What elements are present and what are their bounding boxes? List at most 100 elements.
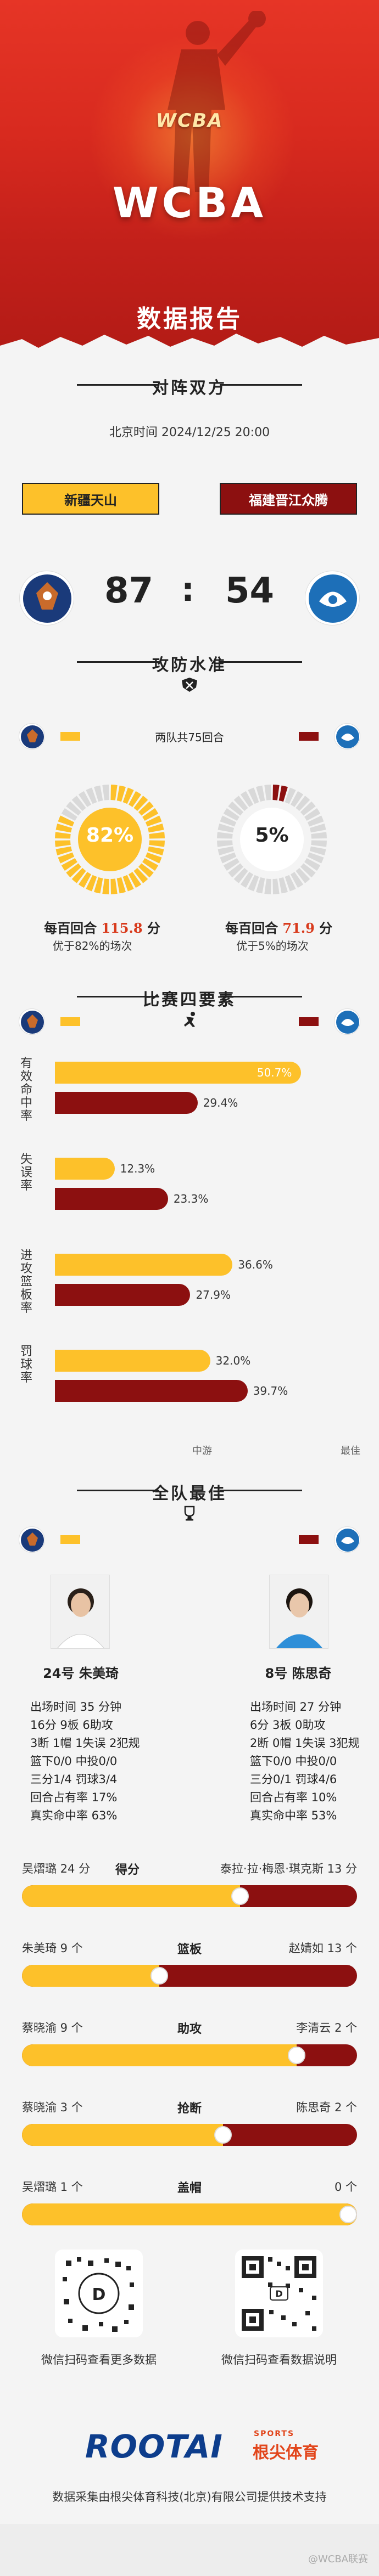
home-team-badge: 新疆天山 xyxy=(22,483,159,515)
donut-segment xyxy=(66,863,82,878)
player-stat-line: 出场时间 27 分钟 xyxy=(250,1700,342,1713)
donut-segment xyxy=(55,832,71,839)
compare-right-leader: 泰拉·拉·梅恩·琪克斯 13 分 xyxy=(220,1862,357,1875)
qr-code-data-explain[interactable]: D xyxy=(235,2250,323,2337)
away-factor-value: 27.9% xyxy=(196,1288,231,1301)
offense-legend: 两队共75回合 xyxy=(22,720,357,753)
svg-text:D: D xyxy=(275,2288,282,2299)
donut-segment xyxy=(240,872,254,888)
home-pace-sub: 优于82%的场次 xyxy=(53,939,132,952)
donut-segment xyxy=(290,872,304,888)
donut-segment xyxy=(122,875,134,892)
donut-segment xyxy=(128,872,142,888)
best-legend xyxy=(22,1523,357,1556)
donut-segment xyxy=(304,858,321,871)
donut-segment xyxy=(223,808,239,821)
compare-row: 吴熠璐 1 个 盖帽 0 个 xyxy=(22,2178,357,2239)
player-stat-line: 篮下0/0 中投0/0 xyxy=(30,1755,118,1768)
away-player-name: 8号 陈思奇 xyxy=(265,1666,332,1681)
donut-segment xyxy=(94,785,103,802)
tick-label-best: 最佳 xyxy=(341,1445,360,1457)
compare-track xyxy=(22,2044,357,2066)
donut-segment xyxy=(311,832,327,839)
compare-row: 蔡晓渝 3 个 抢断 陈思奇 2 个 xyxy=(22,2099,357,2159)
donut-segment xyxy=(145,852,162,864)
donut-segment xyxy=(128,791,142,807)
donut-segment xyxy=(264,785,271,801)
qr-code-more-data[interactable]: D xyxy=(55,2250,143,2337)
player-stat-line: 真实命中率 53% xyxy=(250,1809,337,1822)
compare-track xyxy=(22,2203,357,2225)
home-factor-bar-row: 50.7% xyxy=(55,1062,346,1084)
donut-segment xyxy=(307,852,324,864)
donut-segment xyxy=(304,808,321,821)
player-stat-line: 三分1/4 罚球3/4 xyxy=(30,1773,118,1786)
away-player-photo xyxy=(269,1575,328,1649)
away-factor-bar-row: 39.7% xyxy=(55,1380,346,1402)
donut-segment xyxy=(66,801,82,816)
donut-segment xyxy=(147,846,164,855)
compare-fill xyxy=(22,2124,223,2146)
donut-segment xyxy=(78,791,92,807)
compare-right-leader: 李清云 2 个 xyxy=(296,2021,357,2034)
compare-right-leader: 赵婧如 13 个 xyxy=(288,1942,357,1955)
player-stat-line: 回合占有率 10% xyxy=(250,1791,337,1804)
donut-segment xyxy=(296,867,310,883)
donut-segment xyxy=(116,785,126,802)
player-silhouette-icon xyxy=(168,11,266,192)
match-datetime: 北京时间 2024/12/25 20:00 xyxy=(109,426,270,439)
donut-segment xyxy=(278,877,288,894)
away-factor-bar-row: 23.3% xyxy=(55,1188,346,1210)
home-pace-value: 115.8 xyxy=(101,920,143,936)
donut-segment xyxy=(223,858,239,871)
donut-segment xyxy=(233,867,248,883)
compare-left-leader: 吴熠璐 1 个 xyxy=(22,2180,83,2194)
donut-segment xyxy=(220,852,237,864)
brand-sports: SPORTS xyxy=(254,2430,295,2438)
donut-segment xyxy=(94,877,103,894)
donut-segment xyxy=(58,815,75,827)
away-factor-value: 29.4% xyxy=(203,1096,238,1109)
player-stat-line: 篮下0/0 中投0/0 xyxy=(250,1755,337,1768)
compare-knob xyxy=(151,1967,169,1985)
donut-segment xyxy=(233,796,248,811)
home-swatch xyxy=(60,732,80,741)
compare-track xyxy=(22,1885,357,1907)
compare-knob xyxy=(231,1887,249,1905)
player-stat-line: 出场时间 35 分钟 xyxy=(30,1700,122,1713)
rounds-text: 两队共75回合 xyxy=(155,731,224,744)
section-header-best: 全队最佳 xyxy=(0,1479,379,1521)
donut-segment xyxy=(71,796,86,811)
factor-label: 有效命中率 xyxy=(20,1057,32,1123)
donut-segment xyxy=(296,796,310,811)
section-header-offense: 攻防水准 xyxy=(0,650,379,692)
home-player-photo xyxy=(51,1575,110,1649)
donut-segment xyxy=(133,867,148,883)
home-score: 87 xyxy=(104,571,154,611)
brand-cn: 根尖体育 xyxy=(253,2443,319,2462)
donut-segment xyxy=(264,878,271,894)
donut-segment xyxy=(55,846,73,855)
donut-segment xyxy=(122,787,134,804)
home-factor-bar-row: 36.6% xyxy=(55,1254,346,1276)
donut-segment xyxy=(145,815,162,827)
four-factors-legend xyxy=(22,1005,357,1038)
wcba-logo: WCBA xyxy=(155,110,224,132)
away-team-logo xyxy=(305,571,360,625)
donut-segment xyxy=(110,785,118,801)
donut-segment xyxy=(272,878,280,894)
torn-edge xyxy=(0,334,379,351)
compare-category: 抢断 xyxy=(177,2102,202,2116)
donut-segment xyxy=(86,875,97,892)
player-stat-line: 2断 0帽 1失误 3犯规 xyxy=(250,1737,360,1750)
compare-knob xyxy=(339,2206,357,2223)
donut-segment xyxy=(86,787,97,804)
donut-segment xyxy=(272,785,280,801)
section-header-four-factors: 比赛四要素 xyxy=(0,985,379,1027)
donut-segment xyxy=(61,808,77,821)
section-header-matchup: 对阵双方 xyxy=(0,373,379,412)
donut-segment xyxy=(311,840,327,847)
home-factor-value: 36.6% xyxy=(238,1258,273,1271)
compare-category: 盖帽 xyxy=(177,2182,202,2195)
donut-segment xyxy=(142,808,159,821)
